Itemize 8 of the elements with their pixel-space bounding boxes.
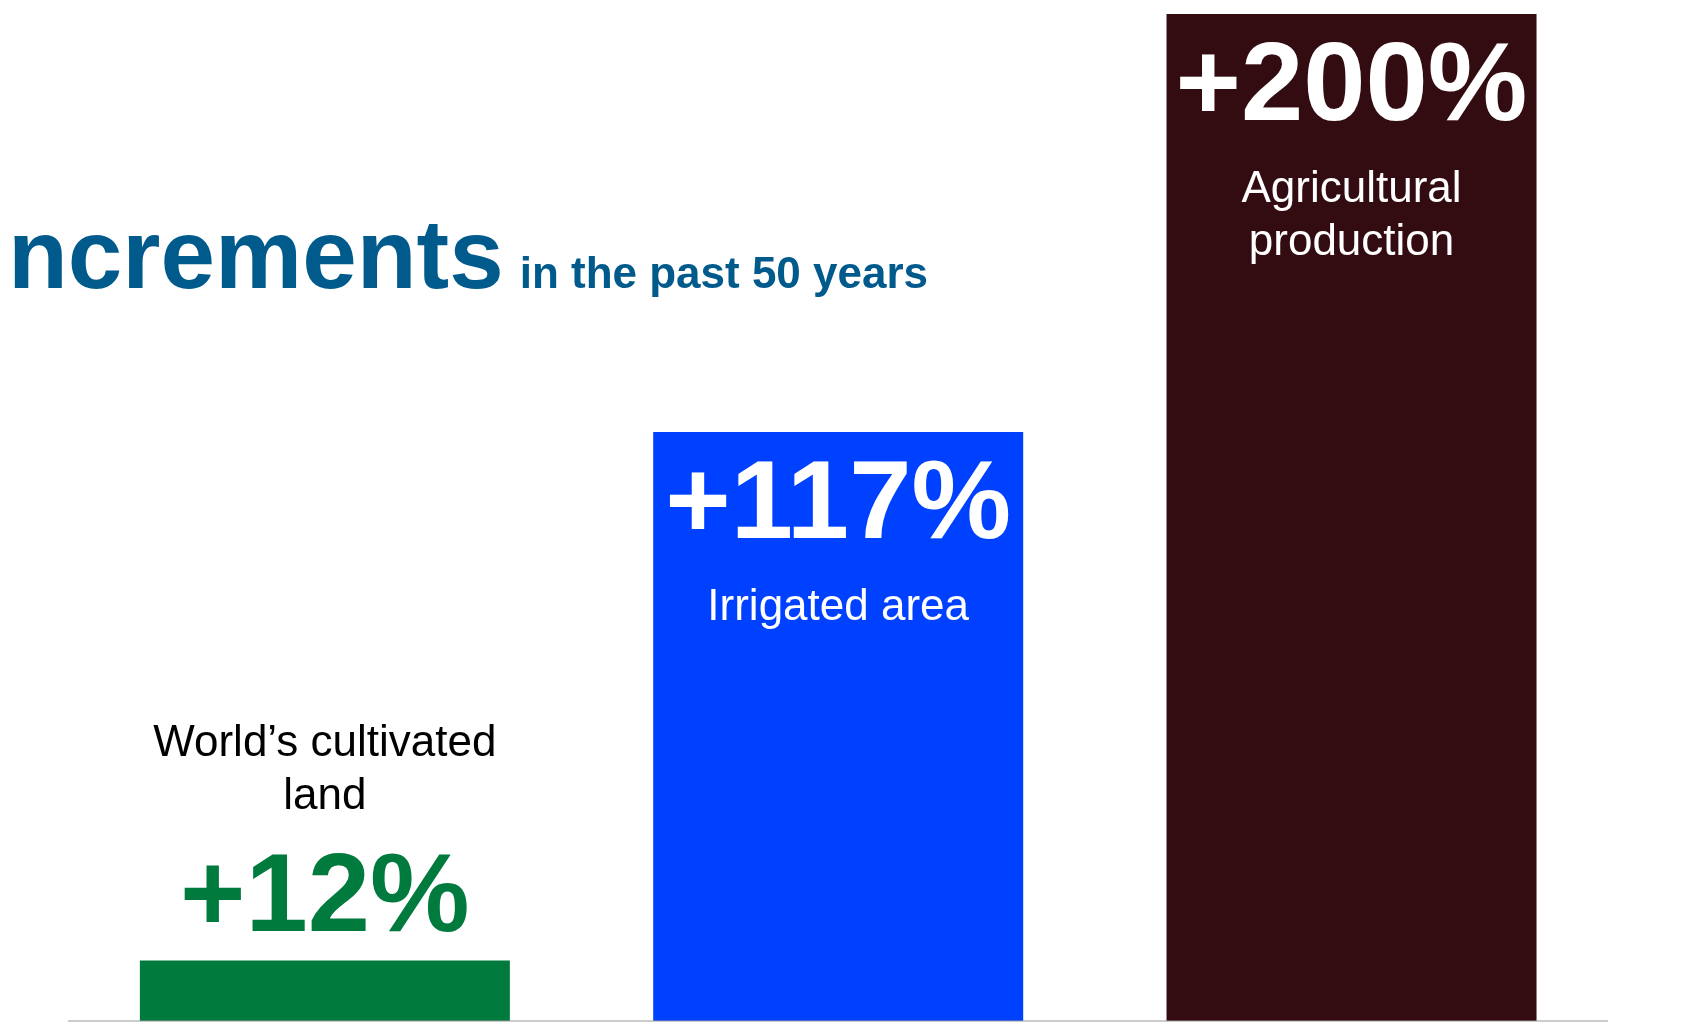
x-tick-label: Irrigated area: [707, 580, 970, 630]
x-tick-label: World’s cultivated land: [153, 715, 497, 818]
data-label: +12%: [180, 829, 470, 955]
data-label: +117%: [665, 437, 1012, 563]
text: in the past 50 years: [519, 248, 929, 297]
x-tick-label: Agricultural production: [1241, 162, 1462, 264]
text: ncrements: [8, 199, 504, 309]
data-label: +200%: [1175, 19, 1528, 145]
